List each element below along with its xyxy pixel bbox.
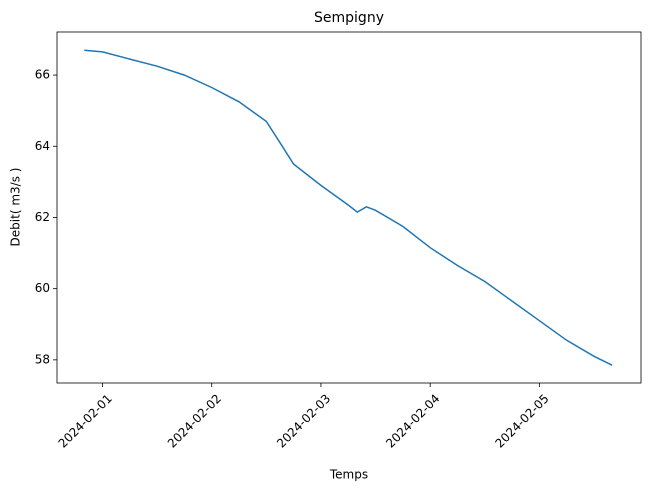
x-tick-label: 2024-02-04 [383, 391, 442, 450]
y-tick-label: 58 [35, 352, 50, 366]
y-tick-label: 66 [35, 68, 50, 82]
y-tick-label: 60 [35, 281, 50, 295]
chart-title: Sempigny [314, 10, 384, 26]
y-tick-label: 64 [35, 139, 50, 153]
x-tick-label: 2024-02-02 [165, 391, 224, 450]
plot-frame [56, 31, 642, 384]
x-tick-label: 2024-02-05 [492, 391, 551, 450]
x-tick-label: 2024-02-03 [274, 391, 333, 450]
y-axis-label: Debit( m3/s ) [9, 168, 23, 247]
y-tick-label: 62 [35, 210, 50, 224]
x-tick-label: 2024-02-01 [56, 391, 115, 450]
x-axis-label: Temps [329, 468, 368, 482]
data-line [84, 49, 613, 366]
